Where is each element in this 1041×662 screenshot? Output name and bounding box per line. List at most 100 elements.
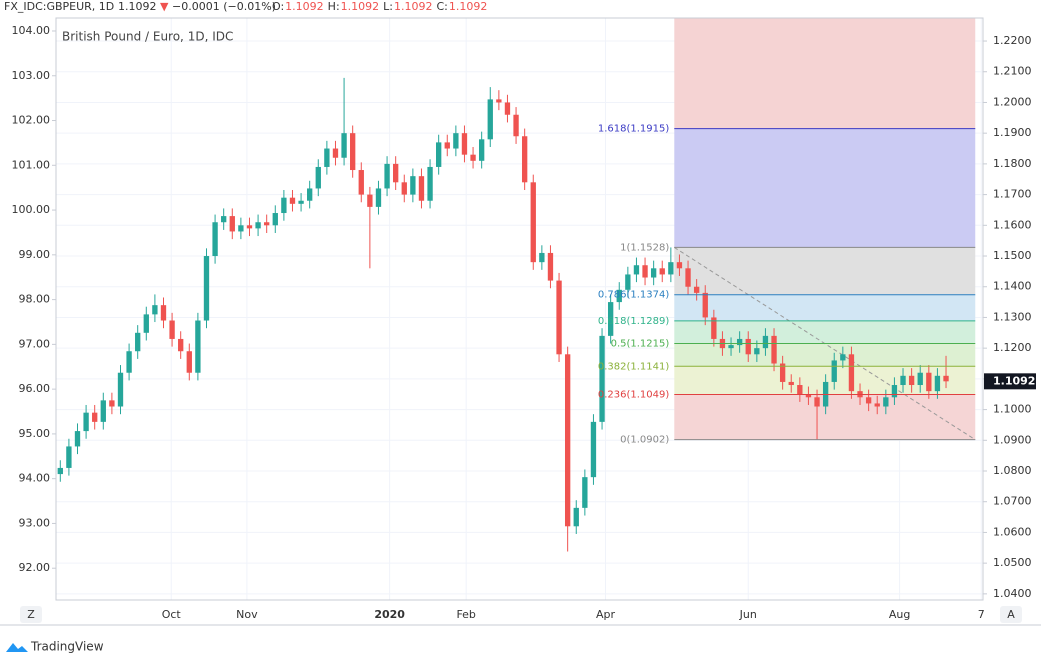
y-tick-label: 1.2000 — [993, 95, 1032, 108]
candle-body — [797, 385, 803, 395]
fib-label: 0.382(1.1141) — [598, 361, 670, 372]
x-tick-label: Apr — [596, 608, 616, 621]
candle-body — [358, 170, 364, 195]
change: −0.0001 (−0.01%) — [172, 0, 276, 13]
ohlc-key: O: — [272, 0, 284, 13]
candle-body — [926, 372, 932, 392]
y-tick-label: 1.1800 — [993, 157, 1032, 170]
candle-body — [573, 507, 579, 527]
ohlc-value: 1.1092 — [341, 0, 380, 13]
candle-body — [702, 292, 708, 318]
y-tick-label: 1.0900 — [993, 433, 1032, 446]
fib-label: 1.618(1.1915) — [598, 124, 670, 135]
brand-logo — [6, 643, 28, 652]
candle-body — [754, 348, 760, 355]
candle-body — [401, 182, 407, 195]
y-tick-label: 1.1500 — [993, 249, 1032, 262]
candle-body — [272, 213, 278, 226]
y2-tick-label: 97.00 — [19, 337, 51, 350]
candle-body — [281, 197, 287, 214]
y-tick-label: 1.2100 — [993, 65, 1032, 78]
down-arrow: ▼ — [160, 0, 169, 13]
ohlc-key: H: — [328, 0, 340, 13]
y-tick-label: 1.2200 — [993, 34, 1032, 47]
candle-body — [315, 166, 321, 189]
y-tick-label: 1.1400 — [993, 280, 1032, 293]
candle-body — [143, 314, 149, 333]
candle-body — [848, 354, 855, 392]
candle-body — [650, 268, 657, 278]
candle-body — [367, 194, 373, 207]
candle-body — [917, 372, 923, 386]
x-tick-label: 2020 — [374, 608, 405, 621]
candle-body — [745, 338, 751, 355]
y2-tick-label: 96.00 — [19, 382, 51, 395]
ohlc-key: C: — [437, 0, 448, 13]
button-label[interactable]: A — [1007, 608, 1015, 621]
fib-label: 0(1.0902) — [620, 435, 669, 446]
y2-tick-label: 99.00 — [19, 248, 51, 261]
y-tick-label: 1.1200 — [993, 341, 1032, 354]
candle-body — [126, 351, 132, 373]
x-tick-label: Oct — [162, 608, 182, 621]
candle-body — [160, 305, 167, 321]
candle-body — [203, 256, 210, 321]
footer: Z A TradingView — [6, 606, 1022, 654]
candle-body — [676, 262, 683, 269]
candle-body — [771, 335, 777, 364]
candle-body — [564, 354, 571, 527]
candle-body — [393, 163, 399, 183]
candle-body — [814, 397, 820, 407]
candle-body — [556, 280, 562, 355]
fib-label: 0.618(1.1289) — [598, 316, 670, 327]
button[interactable] — [20, 606, 42, 623]
candle-body — [736, 338, 743, 346]
candle-body — [874, 403, 880, 407]
symbol: FX_IDC:GBPEUR, 1D — [4, 0, 114, 13]
candle-body — [212, 222, 218, 257]
y-tick-label: 1.1300 — [993, 310, 1032, 323]
candle-body — [341, 133, 347, 158]
candle-body — [221, 216, 227, 223]
fib-band — [674, 294, 976, 321]
candle-body — [582, 477, 588, 508]
y2-tick-label: 92.00 — [19, 561, 51, 574]
candle-body — [195, 320, 201, 373]
ohlc-value: 1.1092 — [449, 0, 488, 13]
candle-body — [169, 320, 175, 339]
y-tick-label: 1.1000 — [993, 403, 1032, 416]
last-price-label: 1.1092 — [993, 374, 1035, 387]
candle-body — [891, 385, 898, 398]
ohlc-key: L: — [383, 0, 393, 13]
candle-body — [934, 375, 941, 392]
candle-body — [74, 431, 81, 447]
button[interactable] — [1000, 606, 1022, 623]
y-tick-label: 1.0700 — [993, 495, 1032, 508]
x-tick-label: Feb — [456, 608, 475, 621]
chart-title: British Pound / Euro, 1D, IDC — [62, 30, 233, 44]
y-tick-label: 1.1600 — [993, 218, 1032, 231]
candle-body — [779, 363, 786, 382]
y-tick-label: 1.0600 — [993, 525, 1032, 538]
candle-body — [625, 274, 631, 290]
candle-body — [728, 345, 734, 349]
button-label[interactable]: Z — [27, 608, 35, 621]
candle-body — [607, 302, 614, 336]
candle-body — [298, 200, 304, 204]
candle-body — [943, 375, 949, 382]
x-tick-label: Jun — [739, 608, 757, 621]
y-tick-label: 1.0500 — [993, 556, 1032, 569]
fib-label: 0.236(1.1049) — [598, 390, 670, 401]
candle-body — [100, 400, 106, 422]
plot-area: 1.618(1.1915) 1(1.1528) 0.786(1.1374) 0.618… — [56, 18, 983, 600]
last-price-tag — [984, 373, 1036, 390]
y2-tick-label: 98.00 — [19, 293, 51, 306]
fib-label: 0.5(1.1215) — [611, 339, 670, 350]
candle-body — [57, 467, 63, 475]
brand[interactable]: TradingView — [30, 640, 104, 654]
candle-body — [711, 317, 717, 339]
candle-body — [427, 166, 433, 201]
fib-band — [674, 247, 976, 295]
y-tick-label: 1.1700 — [993, 188, 1032, 201]
